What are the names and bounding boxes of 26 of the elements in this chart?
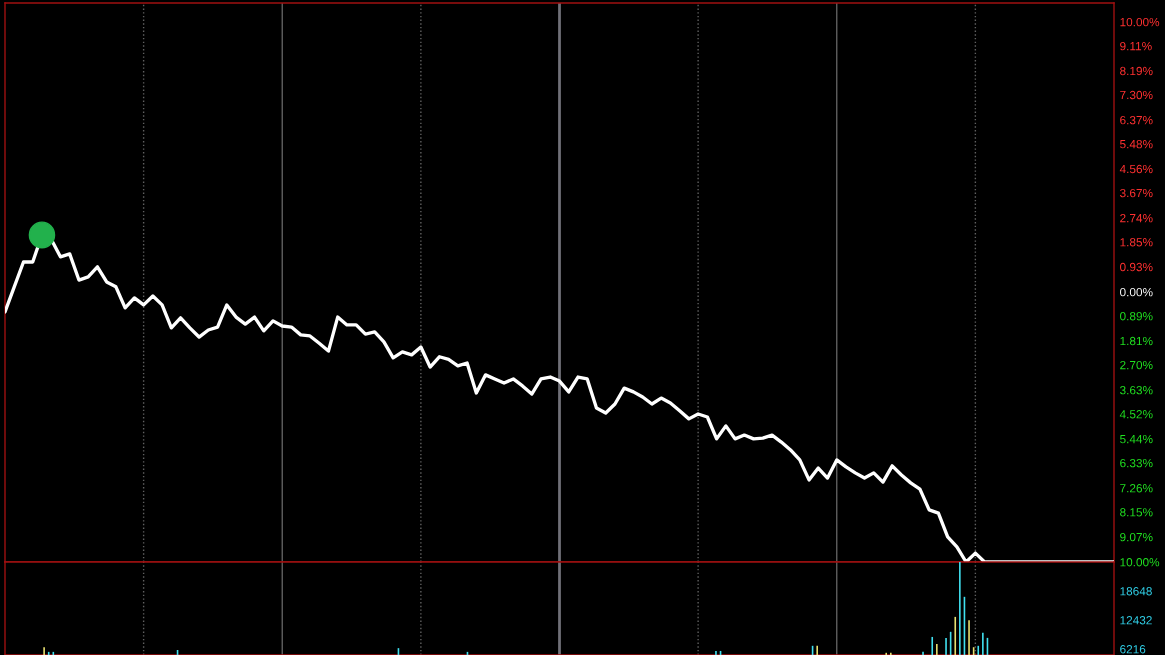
y-tick-label: 4.56% bbox=[1119, 164, 1153, 174]
y-tick-label: 6.37% bbox=[1120, 115, 1153, 125]
y-tick-label: 9.11% bbox=[1120, 41, 1152, 51]
y-tick-label: 8.19% bbox=[1120, 66, 1153, 76]
y-tick-label: 2.70% bbox=[1120, 360, 1153, 370]
y-tick-label: 2.74% bbox=[1120, 213, 1153, 223]
y-tick-label: 7.30% bbox=[1120, 90, 1153, 100]
y-tick-label: 3.63% bbox=[1120, 386, 1153, 395]
y-tick-label: 6216 bbox=[1120, 645, 1146, 654]
y-tick-label: 10.00% bbox=[1120, 558, 1160, 567]
y-tick-label: 4.52% bbox=[1119, 410, 1153, 419]
y-tick-label: 1.85% bbox=[1120, 238, 1153, 247]
y-tick-label: 9.07% bbox=[1120, 532, 1153, 542]
y-tick-label: 7.26% bbox=[1120, 484, 1153, 493]
y-tick-label: 5.44% bbox=[1120, 434, 1153, 444]
y-tick-label: 12432 bbox=[1120, 616, 1152, 625]
y-tick-label: 6.33% bbox=[1120, 458, 1153, 468]
y-tick-label: 0.93% bbox=[1120, 262, 1153, 272]
y-tick-label: 1.81% bbox=[1120, 336, 1153, 346]
y-tick-label: 18648 bbox=[1120, 587, 1152, 596]
y-tick-label: 3.67% bbox=[1120, 188, 1153, 198]
y-tick-label: 8.15% bbox=[1120, 508, 1153, 517]
y-tick-label: 0.89% bbox=[1120, 312, 1153, 321]
y-tick-label: 0.00% bbox=[1120, 287, 1153, 297]
y-tick-label: 5.48% bbox=[1120, 140, 1153, 149]
y-tick-label: 10.00% bbox=[1120, 17, 1160, 27]
